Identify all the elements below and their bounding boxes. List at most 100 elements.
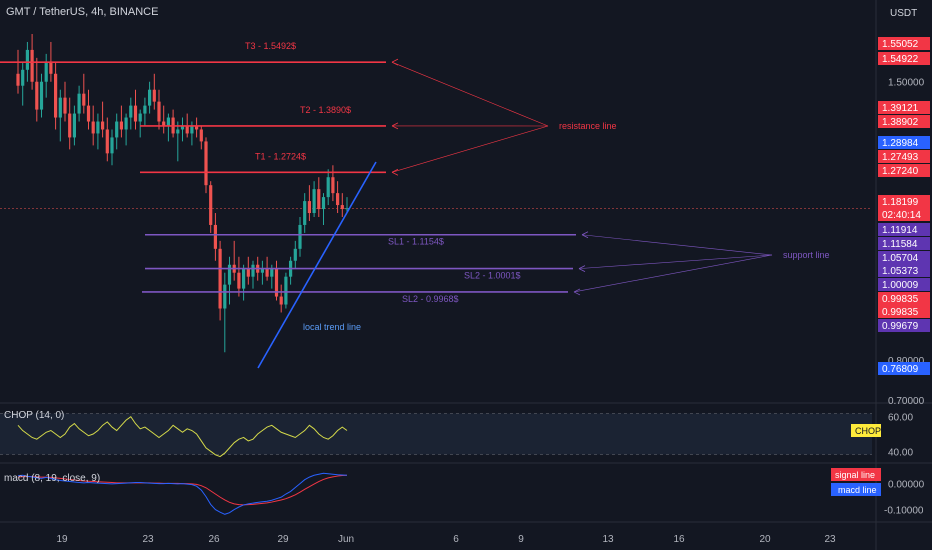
- candle-body: [68, 113, 72, 138]
- candle-body: [326, 177, 330, 198]
- candle-body: [30, 49, 34, 82]
- candle-body: [251, 264, 255, 277]
- resistance-label: T1 - 1.2724$: [255, 151, 306, 161]
- price-badge-text: 0.99679: [882, 321, 919, 332]
- price-badge-text: 1.11584: [882, 239, 918, 250]
- price-badge-text: 1.18199: [882, 197, 919, 208]
- x-tick-label: 16: [673, 534, 685, 545]
- candle-body: [312, 189, 316, 214]
- candle-body: [124, 117, 128, 130]
- candle-body: [190, 125, 194, 134]
- candle-body: [148, 89, 152, 106]
- candle-body: [321, 197, 326, 210]
- arrow-head: [581, 231, 589, 239]
- chop-tick: 40.00: [888, 447, 913, 458]
- candle-body: [246, 268, 250, 277]
- x-tick-label: 19: [56, 534, 68, 545]
- candle-body: [86, 105, 91, 122]
- annotation-arrow: [581, 234, 773, 256]
- arrow-head: [578, 265, 586, 272]
- chop-badge: [851, 424, 881, 437]
- price-badge: [878, 292, 930, 305]
- annotation-arrow: [573, 254, 773, 293]
- candle-body: [39, 81, 44, 110]
- price-badge-text: 1.00009: [882, 280, 919, 291]
- macd-badge: [831, 483, 881, 496]
- annotation-arrow: [391, 125, 549, 173]
- support-annotation: support line: [783, 250, 830, 260]
- currency-label: USDT: [890, 8, 917, 19]
- price-badge: [878, 362, 930, 375]
- candle-body: [307, 201, 311, 214]
- candle-body: [16, 73, 20, 86]
- resistance-label: T2 - 1.3890$: [300, 105, 351, 115]
- price-badge-text: 1.27493: [882, 152, 919, 163]
- candle-body: [138, 113, 142, 122]
- candle-body: [185, 125, 189, 134]
- candle-body: [54, 73, 58, 118]
- macd-tick: -0.10000: [884, 506, 924, 517]
- chop-label: CHOP (14, 0): [4, 410, 64, 421]
- signal-badge: [831, 468, 881, 481]
- price-badge: [878, 305, 930, 318]
- candle-body: [58, 97, 62, 118]
- annotation-arrow: [391, 61, 549, 127]
- candle-body: [110, 137, 114, 154]
- candle-body: [25, 49, 29, 70]
- candle-body: [199, 129, 203, 142]
- arrow-head: [391, 58, 399, 66]
- candle-body: [265, 268, 269, 277]
- candle-body: [317, 189, 321, 210]
- candle-body: [63, 97, 67, 114]
- candle-body: [101, 121, 105, 130]
- chop-band: [0, 413, 872, 455]
- price-badge: [878, 37, 930, 50]
- price-badge-text: 1.05704: [882, 253, 919, 264]
- candle-body: [237, 272, 241, 289]
- candle-body: [204, 141, 208, 186]
- candle-body: [162, 121, 166, 126]
- macd-badge-text: macd line: [838, 485, 877, 495]
- candle-body: [77, 93, 81, 114]
- candle-body: [82, 93, 86, 106]
- candle-body: [270, 268, 274, 277]
- chart-title: GMT / TetherUS, 4h, BINANCE: [6, 6, 159, 18]
- arrow-head: [391, 122, 399, 130]
- chop-line: [17, 415, 348, 458]
- x-tick-label: 9: [518, 534, 524, 545]
- candle-body: [213, 224, 217, 249]
- price-badge-text: 1.38902: [882, 117, 919, 128]
- candle-body: [336, 193, 340, 206]
- arrow-head: [391, 168, 399, 176]
- price-badge-text: 1.05373: [882, 266, 919, 277]
- annotation-arrow: [578, 254, 773, 269]
- price-badge-text: 1.54922: [882, 54, 919, 65]
- candle-body: [242, 268, 246, 289]
- y-tick-label: 0.70000: [888, 396, 925, 407]
- resistance-annotation: resistance line: [559, 121, 617, 131]
- price-badge: [878, 195, 930, 208]
- support-label: SL1 - 1.1154$: [388, 237, 444, 247]
- x-tick-label: Jun: [338, 534, 354, 545]
- candle-body: [274, 268, 279, 297]
- candle-body: [180, 125, 185, 130]
- price-badge-text: 1.11914: [882, 225, 918, 236]
- candle-body: [44, 61, 48, 82]
- candle-body: [119, 121, 123, 130]
- candle-body: [176, 129, 180, 134]
- price-badge: [878, 150, 930, 163]
- arrow-head: [573, 288, 581, 296]
- price-badge: [878, 264, 930, 277]
- y-tick-label: 0.80000: [888, 356, 925, 367]
- support-label: SL2 - 1.0001$: [464, 271, 521, 281]
- candle-body: [195, 125, 199, 130]
- candle-body: [331, 177, 335, 194]
- price-badge: [878, 136, 930, 149]
- resistance-label: T3 - 1.5492$: [245, 41, 296, 51]
- candle-body: [298, 224, 302, 249]
- candle-body: [284, 276, 288, 305]
- candle-body: [303, 201, 307, 225]
- price-badge-text: 0.99835: [882, 307, 919, 318]
- candle-body: [105, 129, 109, 154]
